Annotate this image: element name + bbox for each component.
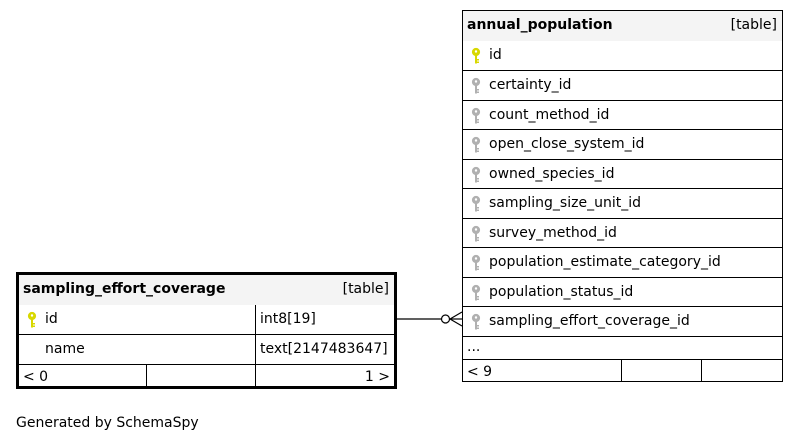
foreign-key-icon xyxy=(471,284,481,302)
foreign-key-icon xyxy=(471,225,481,243)
crow-foot-lower xyxy=(449,318,463,327)
parents-cell: < 0 xyxy=(19,365,146,387)
column-row[interactable]: id xyxy=(463,41,782,71)
column-name: open_close_system_id xyxy=(489,136,645,152)
column-name: owned_species_id xyxy=(489,165,615,182)
children-cell: 1 > xyxy=(255,364,394,387)
column-name: sampling_size_unit_id xyxy=(489,195,641,211)
column-name: population_status_id xyxy=(489,283,634,300)
children-count: 1 > xyxy=(364,368,390,385)
column-row[interactable]: population_estimate_category_id xyxy=(463,247,782,277)
primary-key-icon xyxy=(27,311,37,329)
column-type: text[2147483647] xyxy=(255,335,394,364)
table-header[interactable]: annual_population [table] xyxy=(463,11,782,41)
footer-empty-cell xyxy=(146,364,255,387)
sampling-effort-coverage-table[interactable]: sampling_effort_coverage [table] id int8[… xyxy=(16,272,397,389)
foreign-key-icon xyxy=(471,77,481,95)
foreign-key-icon xyxy=(471,166,481,184)
column-type: int8[19] xyxy=(255,304,394,334)
table-footer: < 9 xyxy=(463,358,782,382)
more-columns-row: ... xyxy=(463,335,782,359)
foreign-key-icon xyxy=(471,136,481,154)
primary-key-icon xyxy=(471,47,481,65)
zero-cardinality-circle xyxy=(440,314,451,324)
column-row[interactable]: sampling_effort_coverage_id xyxy=(463,306,782,336)
parents-count: < 9 xyxy=(467,363,493,380)
annual-population-table[interactable]: annual_population [table] id certainty_id… xyxy=(462,10,783,382)
column-name: name xyxy=(45,341,85,357)
foreign-key-icon xyxy=(471,107,481,125)
more-columns: ... xyxy=(467,338,481,355)
table-kind: [table] xyxy=(730,17,777,33)
column-row[interactable]: name text[2147483647] xyxy=(19,334,394,364)
column-row[interactable]: sampling_size_unit_id xyxy=(463,188,782,218)
column-row[interactable]: open_close_system_id xyxy=(463,129,782,159)
table-name: annual_population xyxy=(467,17,613,33)
column-name: id xyxy=(489,46,502,63)
parents-count: < 0 xyxy=(23,368,49,385)
column-row[interactable]: owned_species_id xyxy=(463,158,782,189)
column-row[interactable]: id int8[19] xyxy=(19,304,394,334)
column-row[interactable]: count_method_id xyxy=(463,99,782,130)
column-name: sampling_effort_coverage_id xyxy=(489,313,690,329)
table-kind: [table] xyxy=(342,281,389,297)
table-footer: < 0 1 > xyxy=(19,363,394,387)
generated-by-footer: Generated by SchemaSpy xyxy=(16,415,199,431)
table-header[interactable]: sampling_effort_coverage [table] xyxy=(19,275,394,305)
column-name: population_estimate_category_id xyxy=(489,254,721,270)
column-row[interactable]: survey_method_id xyxy=(463,217,782,248)
footer-empty-cell xyxy=(701,359,782,382)
column-name: id xyxy=(45,310,58,327)
column-row[interactable]: population_status_id xyxy=(463,276,782,307)
column-name: count_method_id xyxy=(489,106,610,123)
column-row[interactable]: certainty_id xyxy=(463,70,782,100)
parents-cell: < 9 xyxy=(463,360,621,382)
table-name: sampling_effort_coverage xyxy=(23,281,226,297)
column-name: certainty_id xyxy=(489,77,572,93)
foreign-key-icon xyxy=(471,254,481,272)
column-name: survey_method_id xyxy=(489,224,617,241)
foreign-key-icon xyxy=(471,313,481,331)
foreign-key-icon xyxy=(471,195,481,213)
crow-foot-upper xyxy=(449,311,463,320)
footer-empty-cell xyxy=(621,359,701,382)
